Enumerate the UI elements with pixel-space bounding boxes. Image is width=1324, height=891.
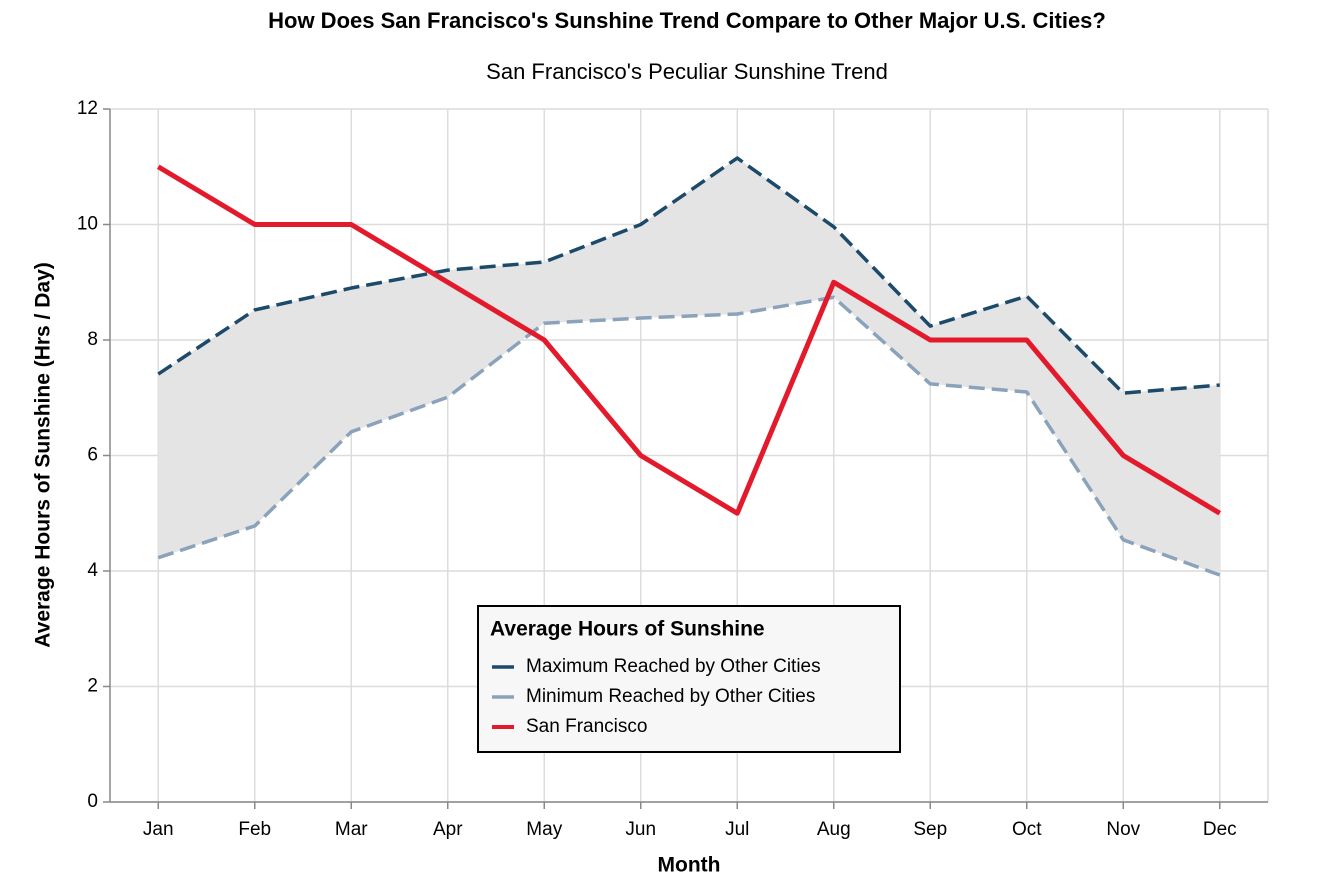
x-tick-label: Jan bbox=[143, 819, 174, 840]
x-tick-label: Dec bbox=[1203, 819, 1237, 840]
x-tick-label: Sep bbox=[913, 819, 947, 840]
chart-subtitle: San Francisco's Peculiar Sunshine Trend bbox=[486, 59, 888, 84]
legend-label: San Francisco bbox=[526, 716, 647, 737]
legend-label: Minimum Reached by Other Cities bbox=[526, 686, 815, 707]
y-tick-label: 10 bbox=[77, 214, 98, 235]
x-tick-label: Mar bbox=[335, 819, 368, 840]
chart-title: How Does San Francisco's Sunshine Trend … bbox=[268, 8, 1106, 33]
series-line bbox=[156, 164, 1222, 516]
x-tick-label: Apr bbox=[433, 819, 463, 840]
x-tick-label: Jun bbox=[625, 819, 656, 840]
series-line bbox=[157, 156, 1220, 395]
y-axis-label: Average Hours of Sunshine (Hrs / Day) bbox=[32, 262, 55, 647]
y-tick-label: 8 bbox=[87, 329, 98, 350]
x-tick-label: Nov bbox=[1106, 819, 1140, 840]
y-tick-label: 4 bbox=[87, 560, 98, 581]
x-tick-label: Feb bbox=[238, 819, 271, 840]
legend-box bbox=[477, 605, 901, 753]
x-axis-label: Month bbox=[658, 854, 721, 877]
x-tick-label: Oct bbox=[1012, 819, 1042, 840]
y-tick-label: 12 bbox=[77, 98, 98, 119]
y-tick-label: 2 bbox=[87, 676, 98, 697]
y-tick-label: 6 bbox=[87, 445, 98, 466]
x-tick-label: May bbox=[526, 819, 562, 840]
y-tick-label: 0 bbox=[87, 791, 98, 812]
range-band bbox=[158, 158, 1220, 576]
x-tick-label: Aug bbox=[817, 819, 851, 840]
legend-title: Average Hours of Sunshine bbox=[490, 618, 765, 641]
legend: Average Hours of Sunshine Maximum Reached… bbox=[477, 605, 901, 753]
legend-label: Maximum Reached by Other Cities bbox=[526, 656, 821, 677]
x-tick-label: Jul bbox=[725, 819, 749, 840]
series-line bbox=[157, 295, 1221, 577]
